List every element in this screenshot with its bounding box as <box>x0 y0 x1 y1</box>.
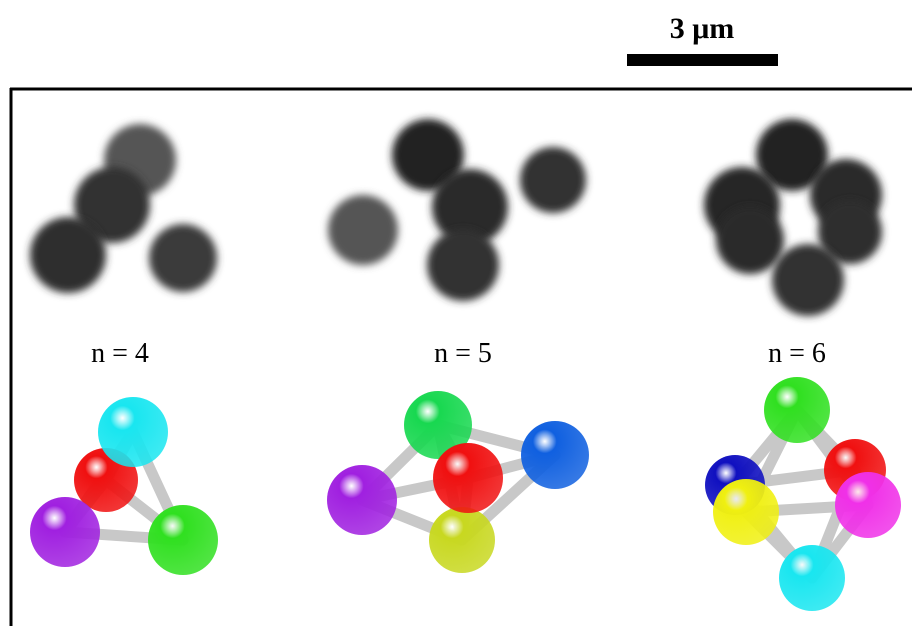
particle <box>427 229 499 301</box>
sphere <box>779 545 845 611</box>
particle <box>716 206 784 274</box>
sphere <box>764 377 830 443</box>
sphere <box>30 497 100 567</box>
panel-label: n = 4 <box>91 338 149 369</box>
panel-label: n = 6 <box>768 338 826 369</box>
sphere <box>713 479 779 545</box>
particle <box>30 217 106 293</box>
sphere <box>433 443 503 513</box>
sphere <box>835 472 901 538</box>
sphere <box>521 421 589 489</box>
page: 3 μm n = 4 n = 5 n = 6 (() => { const da… <box>0 0 912 626</box>
figure: 3 μm n = 4 n = 5 n = 6 <box>0 0 912 626</box>
sphere <box>429 507 495 573</box>
scale-bar-label: 3 μm <box>670 12 735 45</box>
sphere <box>327 465 397 535</box>
sphere <box>148 505 218 575</box>
sphere <box>98 397 168 467</box>
particle <box>149 224 217 292</box>
panel-label: n = 5 <box>434 338 492 369</box>
particle <box>772 244 844 316</box>
particle <box>328 195 398 265</box>
particle <box>520 147 586 213</box>
scale-bar <box>627 54 778 66</box>
